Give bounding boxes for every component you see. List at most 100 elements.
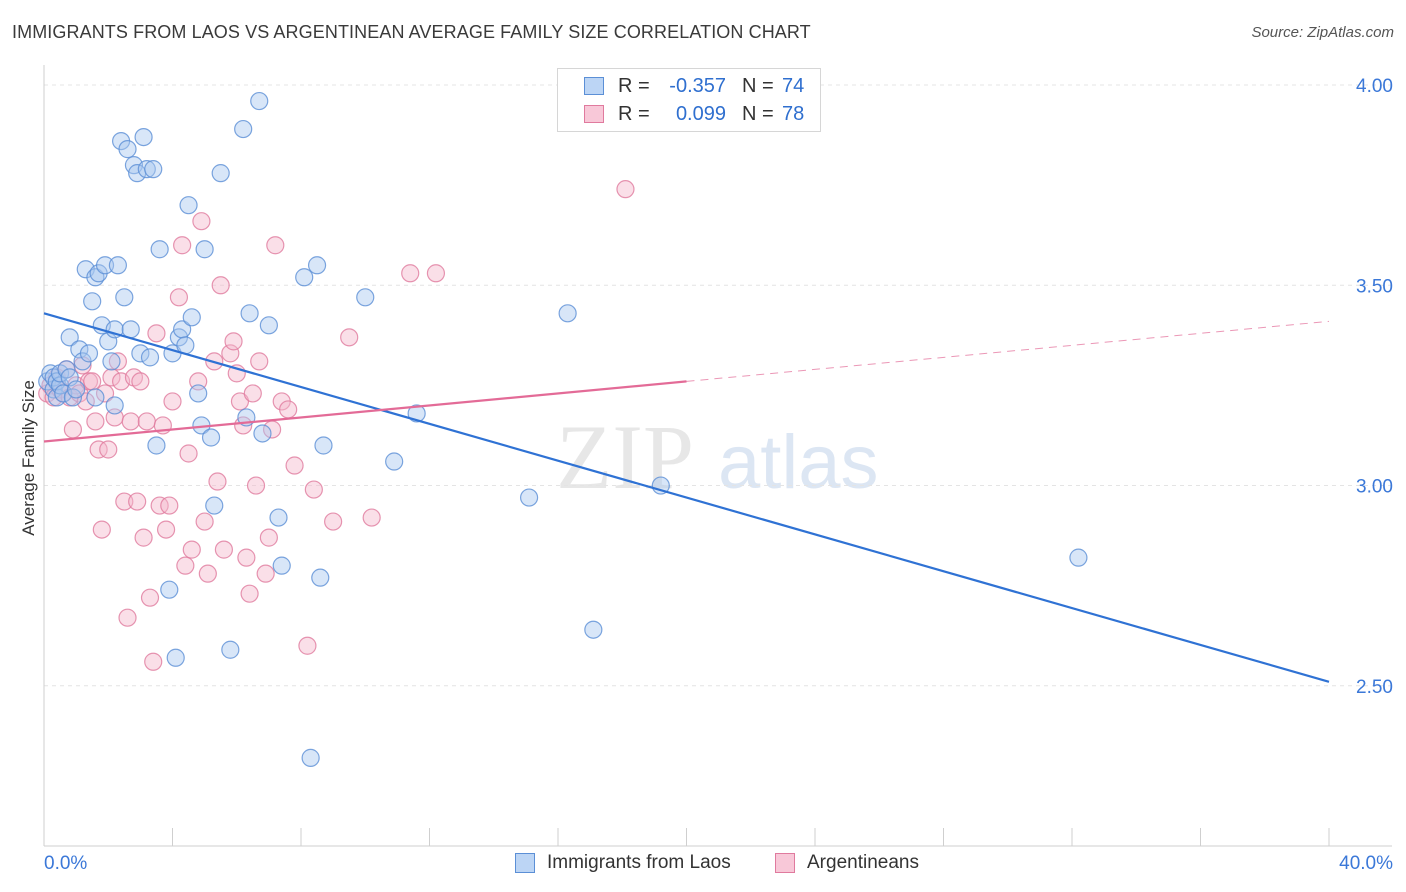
argentineans-point — [108, 352, 127, 371]
legend-n-label: N = — [742, 102, 774, 125]
laos-point — [95, 256, 115, 275]
laos-point — [67, 380, 86, 399]
laos-point — [253, 424, 272, 443]
argentineans-point — [173, 236, 192, 255]
argentineans-point — [237, 548, 256, 567]
laos-point — [211, 164, 230, 183]
laos-point — [1069, 548, 1088, 567]
laos-point — [118, 140, 137, 159]
laos-point — [115, 288, 134, 307]
argentineans-point — [198, 564, 217, 583]
argentineans-point — [137, 412, 156, 431]
laos-points — [38, 91, 1088, 767]
legend-n-label: N = — [742, 74, 774, 97]
legend-row-argentineans: R = 0.099 N = 78 — [558, 99, 804, 129]
argentineans-point — [63, 420, 83, 439]
argentineans-point — [128, 492, 147, 511]
series-legend: Immigrants from Laos Argentineans — [0, 852, 1406, 876]
argentineans-point — [256, 564, 275, 583]
argentineans-point — [176, 556, 195, 575]
argentineans-point — [195, 512, 214, 531]
trend-lines — [43, 312, 1330, 683]
laos-point — [558, 304, 577, 323]
stats-legend: R = -0.357 N = 74 R = 0.099 N = 78 — [557, 68, 821, 132]
laos-point — [150, 240, 169, 259]
argentineans-point — [214, 540, 233, 559]
argentineans-point — [92, 520, 111, 539]
laos-point — [144, 160, 163, 179]
legend-swatch-pink — [584, 105, 604, 123]
laos-point — [201, 428, 221, 447]
watermark-zip: ZIP — [556, 406, 694, 508]
laos-point — [385, 452, 404, 471]
laos-point — [179, 196, 198, 215]
laos-point — [307, 256, 327, 275]
laos-point — [140, 348, 160, 367]
argentineans-point — [250, 352, 269, 371]
x-tick-label: 40.0% — [1339, 853, 1393, 874]
series-swatch-pink — [775, 853, 795, 873]
laos-point — [195, 240, 214, 259]
argentineans-point — [259, 528, 278, 547]
laos-point — [182, 308, 201, 327]
legend-r-label: R = — [618, 102, 650, 125]
y-tick-label: 4.00 — [1356, 76, 1393, 97]
series-swatch-blue — [515, 853, 535, 873]
legend-row-laos: R = -0.357 N = 74 — [558, 71, 804, 101]
laos-point — [234, 119, 253, 139]
laos-point — [301, 748, 320, 767]
laos-point — [108, 256, 127, 275]
argentineans-point — [224, 332, 243, 351]
laos-point — [205, 496, 224, 515]
laos-point — [102, 352, 121, 371]
argentineans-point — [298, 636, 317, 655]
argentineans-point — [340, 328, 359, 347]
argentineans-point — [150, 496, 169, 515]
argentineans-point — [156, 520, 176, 539]
argentineans-point — [102, 368, 121, 387]
argentineans-point — [304, 480, 323, 499]
laos-point — [407, 404, 426, 423]
laos-point — [311, 568, 330, 587]
argentineans-point — [121, 412, 140, 431]
laos-point — [166, 648, 185, 667]
argentineans-point — [134, 528, 153, 547]
laos-point — [137, 160, 156, 179]
argentineans-point — [83, 372, 102, 391]
argentineans-point — [99, 440, 118, 459]
argentineans-point — [266, 236, 285, 255]
argentineans-point — [246, 476, 266, 495]
argentineans-point — [285, 456, 304, 475]
argentineans-points — [38, 180, 635, 671]
argentineans-point — [192, 212, 211, 231]
watermark-atlas: atlas — [718, 420, 879, 505]
axes — [43, 65, 1392, 847]
argentineans-point — [160, 496, 179, 515]
legend-swatch-blue — [584, 77, 604, 95]
y-axis-label: Average Family Size — [19, 380, 38, 536]
argentineans-point — [147, 324, 166, 343]
source-label: Source: ZipAtlas.com — [1251, 24, 1394, 41]
argentineans-point — [221, 344, 240, 363]
legend-n-value: 78 — [782, 102, 805, 125]
tick-labels: 2.50 3.00 3.50 4.00 0.0% 40.0% — [44, 76, 1393, 874]
argentineans-point — [140, 588, 160, 607]
series-label-laos: Immigrants from Laos — [547, 852, 731, 873]
legend-r-value: -0.357 — [669, 74, 726, 97]
argentineans-point — [144, 652, 163, 671]
laos-point — [295, 268, 314, 287]
series-legend-laos: Immigrants from Laos — [515, 852, 731, 874]
laos-point — [584, 620, 603, 639]
laos-point — [250, 91, 269, 111]
legend-n-value: 74 — [782, 74, 805, 97]
laos-point — [160, 580, 179, 599]
laos-point — [147, 436, 166, 455]
laos-point — [83, 292, 102, 311]
argentineans-point — [362, 508, 381, 527]
argentineans-point — [179, 444, 198, 463]
argentineans-point — [163, 392, 182, 411]
x-tick-label: 0.0% — [44, 853, 87, 874]
argentineans-point — [240, 584, 259, 603]
laos-point — [221, 640, 240, 659]
